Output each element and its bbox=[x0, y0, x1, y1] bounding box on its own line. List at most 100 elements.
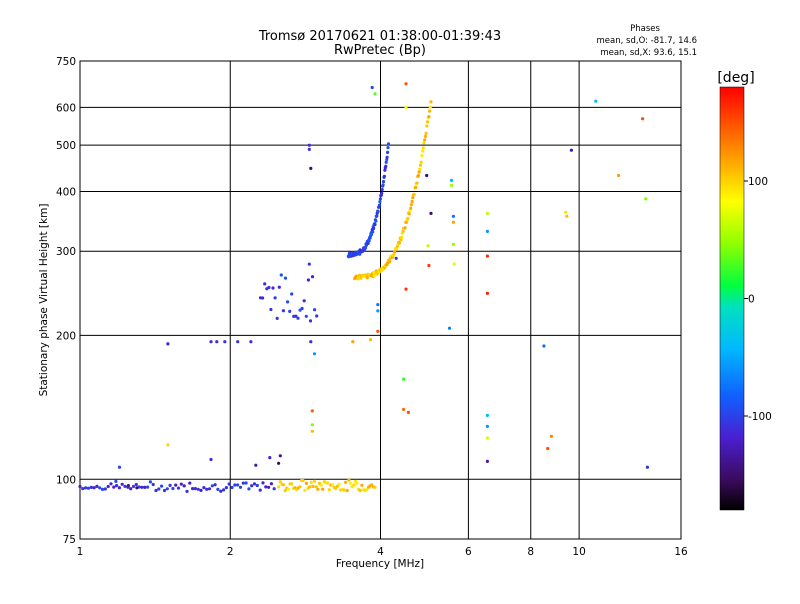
echo-point bbox=[451, 214, 455, 218]
echo-point bbox=[312, 352, 317, 356]
trace-point bbox=[157, 487, 161, 491]
trace-point bbox=[117, 486, 121, 490]
echo-point bbox=[223, 340, 227, 344]
trace-point bbox=[302, 299, 306, 303]
trace-point bbox=[236, 483, 240, 487]
trace-point bbox=[410, 199, 414, 204]
echo-point bbox=[307, 147, 311, 151]
trace-point bbox=[376, 210, 380, 214]
trace-point bbox=[182, 484, 186, 488]
trace-point bbox=[371, 230, 375, 234]
trace-point bbox=[412, 192, 416, 196]
x-tick-label: 1 bbox=[77, 546, 84, 558]
echo-point bbox=[452, 262, 456, 266]
echo-point bbox=[215, 340, 219, 344]
trace-point bbox=[308, 319, 313, 323]
trace-point bbox=[273, 296, 277, 300]
trace-point bbox=[275, 316, 279, 320]
trace-point bbox=[393, 250, 397, 254]
trace-point bbox=[89, 485, 93, 489]
trace-point bbox=[202, 486, 206, 490]
echo-point bbox=[166, 443, 170, 447]
x-axis: 1 2 4 6 8 10 16 bbox=[77, 546, 688, 558]
y-tick-label: 75 bbox=[63, 534, 76, 546]
trace-point bbox=[81, 487, 85, 491]
trace-point bbox=[321, 487, 325, 491]
echo-point bbox=[166, 342, 170, 346]
echo-point bbox=[249, 340, 253, 344]
trace-point bbox=[288, 309, 292, 313]
echo-point bbox=[542, 344, 546, 348]
trace-point bbox=[250, 484, 254, 488]
trace-point bbox=[213, 483, 217, 487]
echo-point bbox=[209, 457, 213, 462]
trace-point bbox=[261, 481, 265, 485]
trace-point bbox=[381, 183, 385, 187]
trace-point bbox=[160, 484, 164, 488]
trace-point bbox=[367, 239, 371, 243]
echo-point bbox=[376, 329, 380, 333]
echo-point bbox=[376, 309, 380, 313]
trace-point bbox=[162, 488, 167, 493]
trace-point bbox=[360, 483, 364, 487]
colorbar-label: [deg] bbox=[717, 70, 754, 86]
trace-point bbox=[300, 306, 304, 311]
y-tick-label: 600 bbox=[56, 102, 76, 114]
echo-point bbox=[402, 377, 406, 381]
echo-point bbox=[368, 338, 373, 342]
echo-point bbox=[310, 423, 314, 427]
trace-point bbox=[179, 482, 183, 486]
trace-point bbox=[98, 486, 102, 490]
trace-point bbox=[424, 131, 428, 135]
echo-point bbox=[404, 105, 408, 109]
trace-point bbox=[146, 485, 150, 489]
trace-point bbox=[100, 487, 105, 491]
trace-point bbox=[140, 485, 144, 489]
x-tick-label: 10 bbox=[572, 546, 585, 558]
echo-point bbox=[569, 148, 574, 152]
echo-point bbox=[310, 409, 314, 413]
trace-point bbox=[309, 480, 313, 484]
trace-point bbox=[401, 229, 405, 233]
trace-point bbox=[388, 260, 392, 264]
trace-point bbox=[409, 203, 413, 207]
trace-point bbox=[296, 316, 300, 320]
echo-point bbox=[404, 287, 408, 291]
trace-point bbox=[216, 487, 220, 491]
echo-point bbox=[310, 429, 314, 433]
echo-point bbox=[546, 446, 550, 451]
echo-point bbox=[309, 166, 313, 170]
trace-point bbox=[290, 292, 294, 296]
trace-point bbox=[330, 482, 335, 487]
plot-area bbox=[79, 60, 682, 540]
echo-point bbox=[126, 484, 130, 488]
phase-box-title: Phases bbox=[630, 24, 660, 34]
echo-point bbox=[114, 479, 118, 483]
trace-point bbox=[123, 484, 127, 488]
trace-point bbox=[196, 487, 200, 491]
chart-subtitle: RwPretec (Bp) bbox=[334, 43, 426, 58]
trace-point bbox=[278, 480, 282, 484]
trace-point bbox=[279, 273, 283, 277]
trace-point bbox=[241, 481, 245, 485]
x-tick-label: 4 bbox=[377, 546, 384, 558]
trace-point bbox=[423, 138, 427, 142]
trace-point bbox=[264, 485, 268, 489]
y-tick-label: 400 bbox=[56, 186, 76, 198]
echo-point bbox=[307, 262, 311, 266]
colorbar-tick-label: 100 bbox=[748, 176, 768, 188]
trace-point bbox=[168, 483, 172, 487]
trace-point bbox=[233, 483, 237, 487]
trace-point bbox=[314, 485, 318, 489]
trace-point bbox=[374, 219, 378, 223]
trace-point bbox=[419, 160, 423, 164]
trace-point bbox=[185, 489, 189, 493]
trace-point bbox=[373, 485, 377, 489]
trace-point bbox=[92, 486, 96, 490]
trace-point bbox=[386, 150, 390, 154]
echo-point bbox=[447, 326, 452, 330]
trace-point bbox=[244, 481, 248, 485]
x-tick-label: 8 bbox=[527, 546, 534, 558]
trace-point bbox=[421, 146, 425, 150]
trace-point bbox=[294, 314, 298, 318]
